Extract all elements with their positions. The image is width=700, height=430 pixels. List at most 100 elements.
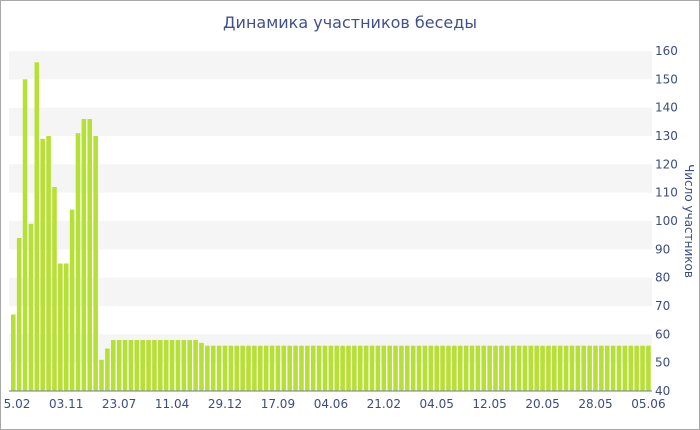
bar bbox=[58, 263, 63, 391]
x-tick-label: 20.05 bbox=[525, 397, 559, 411]
x-tick-label: 17.09 bbox=[261, 397, 295, 411]
bar bbox=[334, 345, 340, 391]
bar bbox=[487, 345, 492, 391]
bar bbox=[169, 340, 175, 391]
y-axis-label: Число участников bbox=[682, 164, 696, 278]
bar bbox=[193, 340, 198, 391]
bar bbox=[363, 345, 369, 391]
bar bbox=[463, 345, 469, 391]
bar bbox=[299, 345, 304, 391]
bar bbox=[87, 119, 93, 391]
x-tick-label: 29.12 bbox=[208, 397, 242, 411]
x-tick-label: 05.06 bbox=[631, 397, 665, 411]
bar bbox=[163, 340, 169, 391]
bar bbox=[622, 345, 628, 391]
bar bbox=[228, 345, 234, 391]
x-tick-label: 11.04 bbox=[155, 397, 189, 411]
bar bbox=[405, 345, 410, 391]
y-tick-label: 60 bbox=[655, 327, 670, 341]
bar bbox=[569, 345, 575, 391]
bar bbox=[216, 345, 222, 391]
bar bbox=[199, 342, 204, 391]
bar bbox=[646, 345, 651, 391]
y-tick-label: 140 bbox=[655, 101, 678, 115]
bar bbox=[399, 345, 404, 391]
x-tick-label: 04.05 bbox=[420, 397, 454, 411]
y-tick-label: 90 bbox=[655, 242, 670, 256]
bar bbox=[110, 340, 116, 391]
y-tick-label: 40 bbox=[655, 384, 670, 398]
bar bbox=[504, 345, 510, 391]
bar bbox=[381, 345, 387, 391]
bar bbox=[287, 345, 292, 391]
bar bbox=[46, 136, 51, 391]
bar bbox=[205, 345, 210, 391]
bar bbox=[99, 359, 104, 391]
bar bbox=[357, 345, 363, 391]
x-tick-label: 12.05 bbox=[472, 397, 506, 411]
bar bbox=[540, 345, 545, 391]
bar bbox=[257, 345, 263, 391]
bar bbox=[275, 345, 281, 391]
bar bbox=[152, 340, 157, 391]
bar bbox=[269, 345, 275, 391]
y-tick-labels: 40 50 60 70 80 90 100 110 120 130 140 150 160 bbox=[655, 44, 678, 398]
bar bbox=[11, 314, 16, 391]
bar bbox=[75, 133, 81, 392]
y-tick-label: 120 bbox=[655, 157, 678, 171]
y-tick-label: 80 bbox=[655, 271, 670, 285]
bar bbox=[281, 345, 287, 391]
bar bbox=[310, 345, 316, 391]
bar bbox=[175, 340, 181, 391]
bar bbox=[234, 345, 240, 391]
plot-band bbox=[9, 51, 652, 80]
bar bbox=[369, 345, 375, 391]
x-tick-label: 23.07 bbox=[102, 397, 136, 411]
bar bbox=[634, 345, 639, 391]
plot-bands bbox=[9, 51, 652, 363]
bar bbox=[134, 340, 140, 391]
bar bbox=[252, 345, 257, 391]
bar bbox=[416, 345, 422, 391]
bar bbox=[616, 345, 622, 391]
plot-band bbox=[9, 164, 652, 193]
bar bbox=[328, 345, 334, 391]
bar bbox=[410, 345, 416, 391]
bar bbox=[105, 348, 110, 391]
bar bbox=[481, 345, 487, 391]
bar bbox=[499, 345, 504, 391]
bar bbox=[16, 238, 22, 391]
bars bbox=[11, 62, 651, 392]
bar bbox=[263, 345, 269, 391]
bar bbox=[440, 345, 445, 391]
y-tick-label: 50 bbox=[655, 356, 670, 370]
bar bbox=[575, 345, 581, 391]
y-tick-label: 150 bbox=[655, 72, 678, 86]
bar bbox=[146, 340, 151, 391]
bar bbox=[563, 345, 569, 391]
bar bbox=[28, 223, 34, 391]
bar bbox=[422, 345, 428, 391]
bar bbox=[122, 340, 128, 391]
bar bbox=[305, 345, 310, 391]
bar bbox=[34, 62, 40, 391]
bar bbox=[534, 345, 539, 391]
bar bbox=[610, 345, 616, 391]
x-tick-label: 21.02 bbox=[367, 397, 401, 411]
bar bbox=[552, 345, 557, 391]
bar bbox=[493, 345, 498, 391]
plot-band bbox=[9, 107, 652, 136]
bar bbox=[246, 345, 251, 391]
bar bbox=[346, 345, 351, 391]
bar bbox=[340, 345, 345, 391]
x-tick-label: 28.05 bbox=[578, 397, 612, 411]
bar bbox=[557, 345, 563, 391]
bar bbox=[40, 138, 45, 391]
bar bbox=[93, 136, 98, 391]
y-tick-label: 70 bbox=[655, 299, 670, 313]
bar bbox=[604, 345, 610, 391]
bar bbox=[599, 345, 604, 391]
y-tick-label: 160 bbox=[655, 44, 678, 58]
bar bbox=[140, 340, 145, 391]
